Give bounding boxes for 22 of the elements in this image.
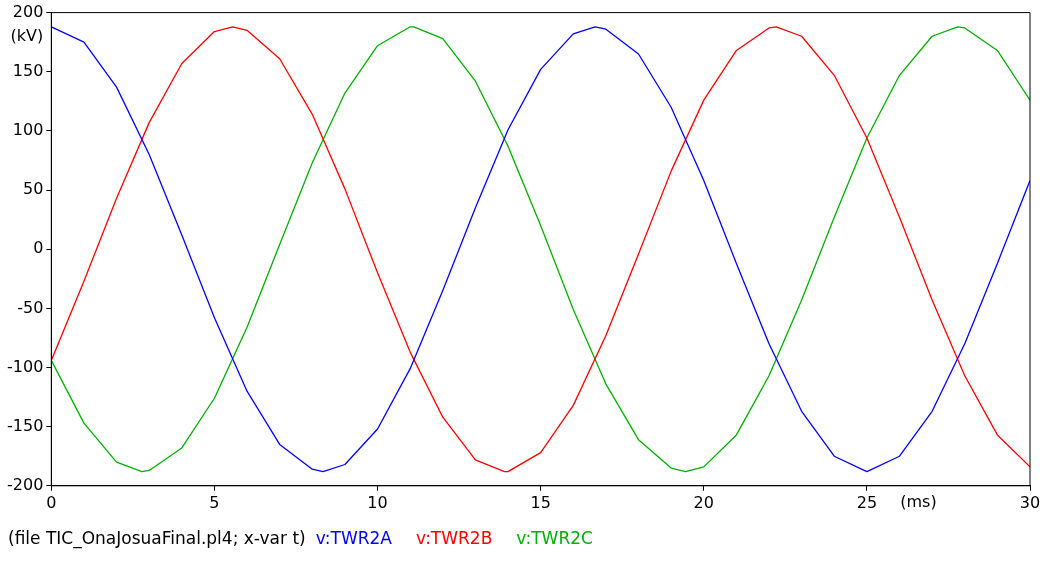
y-tick-label: -150: [7, 415, 44, 435]
x-tick-label: 20: [693, 492, 714, 512]
y-axis-title: (kV): [10, 25, 44, 45]
y-tick-label: 150: [12, 60, 44, 80]
text: v:TWR2A: [315, 528, 392, 548]
x-tick-label: 10: [367, 492, 388, 512]
y-tick-label: 50: [22, 179, 44, 199]
y-tick-label: -50: [17, 297, 44, 317]
x-tick-label: 30: [1019, 492, 1041, 512]
y-tick-label: 200: [12, 1, 44, 21]
x-tick-label: 5: [209, 492, 220, 512]
text: v:TWR2B: [416, 528, 493, 548]
x-tick-label: 0: [46, 492, 57, 512]
y-tick-label: -100: [7, 356, 44, 376]
x-tick-label: 25: [856, 492, 878, 512]
text: (file TIC_OnaJosuaFinal.pl4; x-var t): [8, 528, 306, 548]
x-tick-label: 15: [530, 492, 551, 512]
y-tick-label: 100: [12, 120, 44, 140]
y-tick-label: 0: [33, 238, 44, 258]
x-axis-title: (ms): [900, 491, 937, 511]
y-tick-label: -200: [7, 474, 44, 494]
text: v:TWR2C: [516, 528, 593, 548]
